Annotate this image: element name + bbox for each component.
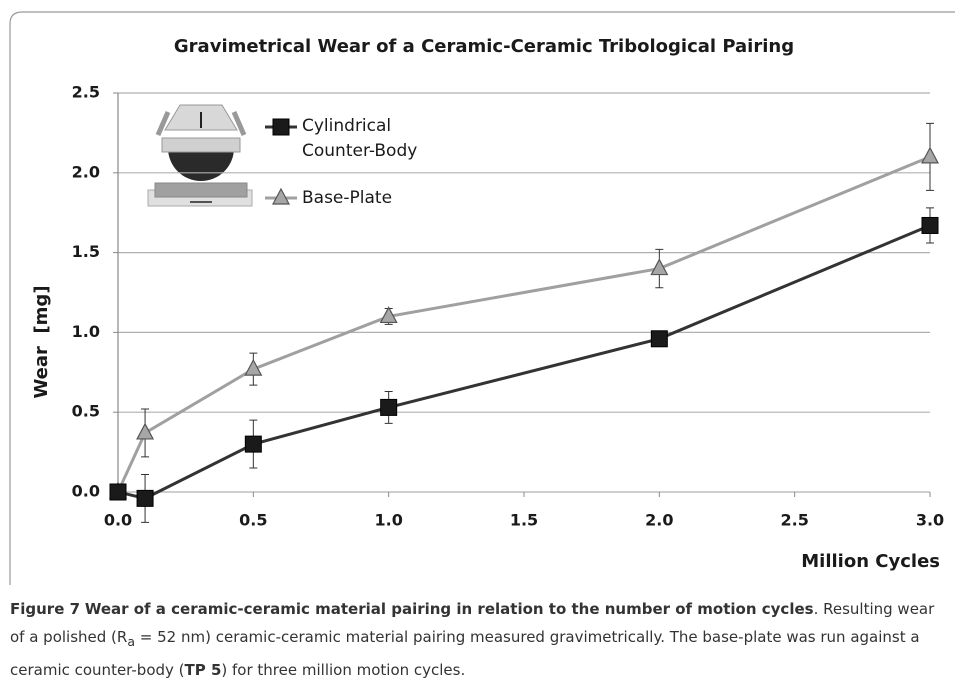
x-axis-label: Million Cycles: [801, 551, 940, 572]
data-point: [922, 217, 938, 233]
chart-title: Gravimetrical Wear of a Ceramic-Ceramic …: [174, 36, 794, 57]
data-point: [110, 484, 126, 500]
y-tick-label: 0.0: [72, 482, 100, 501]
x-tick-label: 2.0: [645, 511, 673, 530]
x-tick-label: 1.0: [374, 511, 402, 530]
legend-label: Cylindrical Counter-Body: [302, 114, 452, 164]
caption: Figure 7 Wear of a ceramic-ceramic mater…: [10, 595, 945, 684]
caption-title: Wear of a ceramic-ceramic material pairi…: [85, 600, 814, 618]
caption-label: Figure 7: [10, 600, 80, 618]
series-line: [118, 225, 930, 498]
legend-marker: [273, 119, 289, 135]
x-tick-label: 2.5: [780, 511, 808, 530]
y-tick-label: 1.5: [72, 242, 100, 261]
data-point: [137, 424, 153, 439]
x-tick-label: 3.0: [916, 511, 944, 530]
x-tick-label: 0.0: [104, 511, 132, 530]
y-tick-label: 2.5: [72, 83, 100, 102]
y-tick-label: 1.0: [72, 322, 100, 341]
y-tick-label: 2.0: [72, 162, 100, 181]
data-point: [922, 148, 938, 163]
y-axis-label: Wear [mg]: [31, 285, 52, 398]
series-line: [118, 157, 930, 492]
page: Gravimetrical Wear of a Ceramic-Ceramic …: [0, 0, 955, 689]
x-tick-label: 0.5: [239, 511, 267, 530]
caption-text: ) for three million motion cycles.: [221, 661, 465, 679]
data-point: [651, 331, 667, 347]
caption-subscript: a: [127, 634, 135, 649]
data-point: [245, 436, 261, 452]
chart: Gravimetrical Wear of a Ceramic-Ceramic …: [0, 0, 955, 585]
y-tick-label: 0.5: [72, 402, 100, 421]
inset-illustration: [148, 105, 252, 206]
legend-label: Base-Plate: [302, 186, 392, 211]
data-point: [137, 490, 153, 506]
x-tick-label: 1.5: [510, 511, 538, 530]
caption-bold: TP 5: [185, 661, 222, 679]
data-point: [381, 399, 397, 415]
